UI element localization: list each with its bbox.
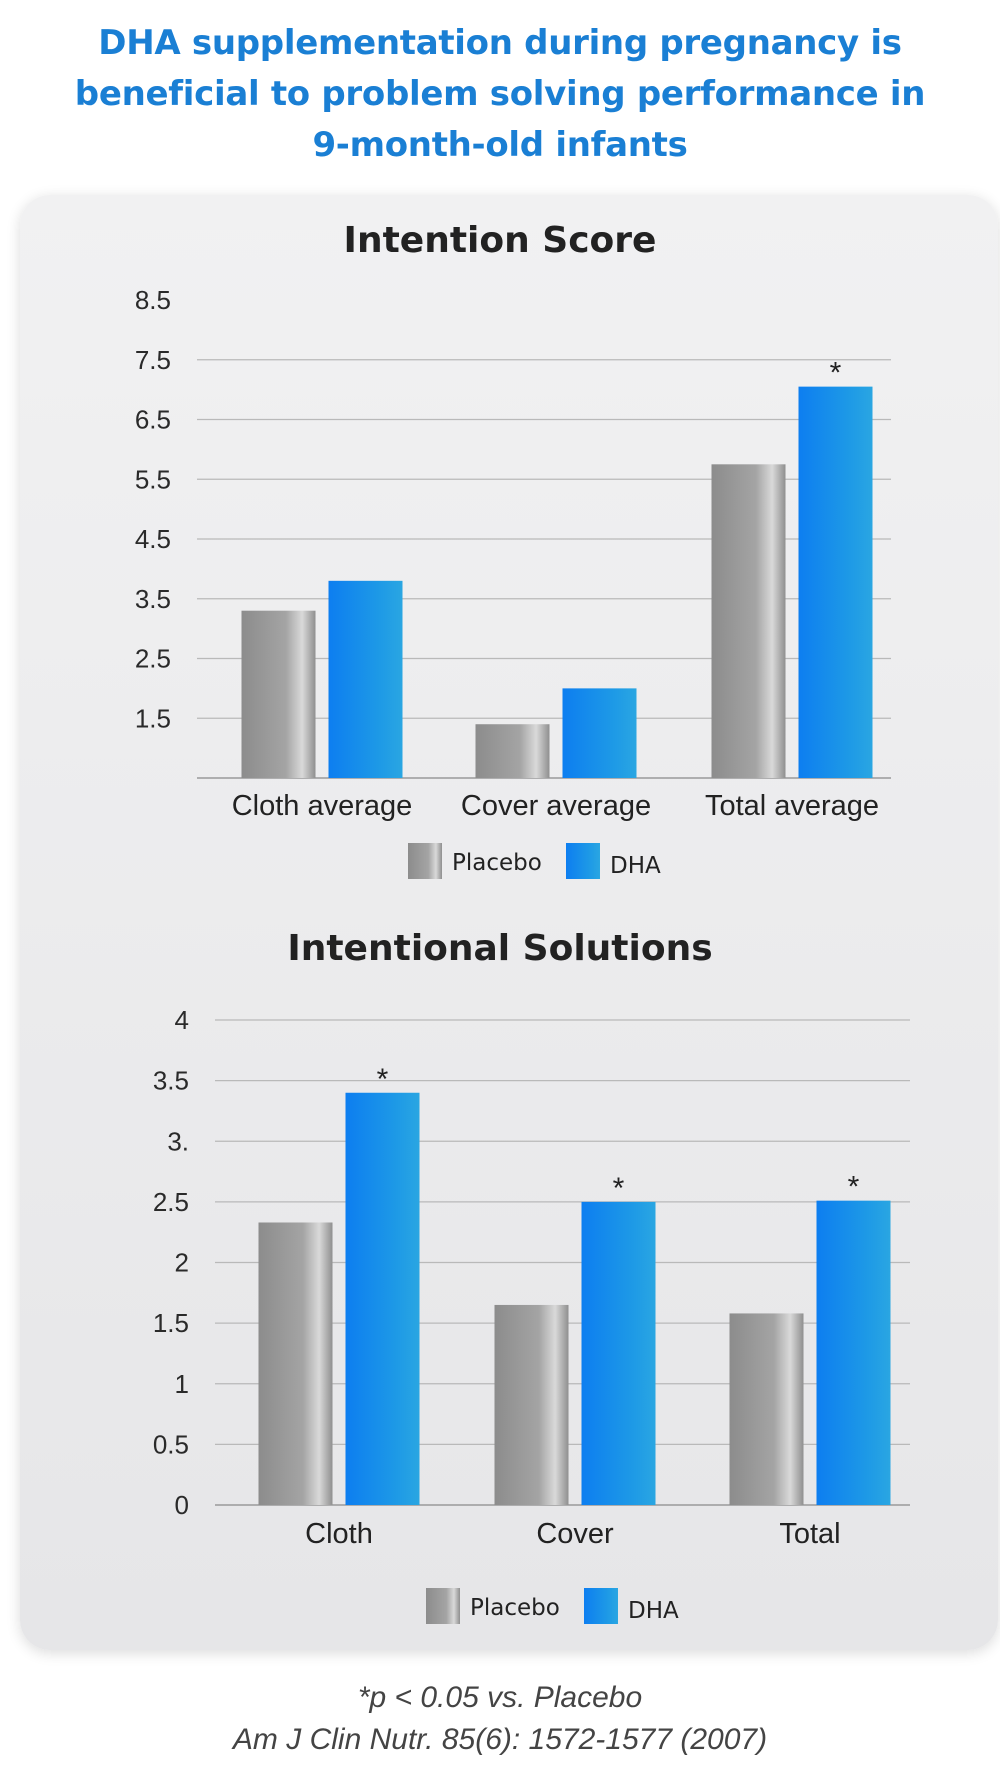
x-category-label: Total average <box>705 790 879 822</box>
y-tick-label: 0.5 <box>153 1429 189 1459</box>
dha-bar <box>816 1200 891 1505</box>
x-category-label: Cloth <box>305 1518 373 1550</box>
placebo-legend-swatch <box>426 1588 460 1624</box>
placebo-legend-label: Placebo <box>452 850 542 876</box>
significance-marker: * <box>613 1172 625 1205</box>
dha-bar <box>328 580 403 778</box>
y-tick-label: 2.5 <box>135 644 171 674</box>
headline-line-3: 9-month-old infants <box>312 125 688 165</box>
dha-bar <box>562 688 637 778</box>
x-category-label: Total <box>779 1518 840 1550</box>
y-tick-label: 3. <box>167 1126 189 1156</box>
chart-title-intentional-solutions: Intentional Solutions <box>287 928 713 969</box>
x-category-label: Cover average <box>461 790 651 822</box>
significance-marker: * <box>848 1171 860 1204</box>
y-tick-label: 5.5 <box>135 464 171 494</box>
placebo-bar <box>475 724 550 778</box>
dha-bar <box>345 1092 420 1505</box>
headline-line-1: DHA supplementation during pregnancy is <box>98 23 902 63</box>
y-tick-label: 3.5 <box>135 584 171 614</box>
y-tick-label: 6.5 <box>135 405 171 435</box>
y-tick-label: 1.5 <box>153 1308 189 1338</box>
placebo-bar <box>711 464 786 778</box>
headline: DHA supplementation during pregnancy is … <box>60 18 940 171</box>
headline-line-2: beneficial to problem solving performanc… <box>74 74 926 114</box>
placebo-legend-swatch <box>408 843 442 879</box>
placebo-legend-label: Placebo <box>470 1595 560 1621</box>
y-tick-label: 2.5 <box>153 1187 189 1217</box>
y-tick-label: 8.5 <box>135 285 171 315</box>
placebo-bar <box>258 1222 333 1505</box>
dha-legend-label: DHA <box>628 1598 679 1624</box>
dha-bar <box>798 386 873 778</box>
y-tick-label: 3.5 <box>153 1066 189 1096</box>
intentional-solutions-chart: 4 3.5 3. 2.5 2 1.5 1 0.5 0 * Cloth * Cover * Total Plac… <box>153 1005 910 1624</box>
x-category-label: Cloth average <box>232 790 413 822</box>
significance-note: *p < 0.05 vs. Placebo <box>357 1681 643 1714</box>
dha-legend-swatch <box>566 843 600 879</box>
intention-score-chart: 8.5 7.5 6.5 5.5 4.5 3.5 2.5 1.5 Cloth average Cov… <box>135 285 891 879</box>
x-category-label: Cover <box>536 1518 614 1550</box>
y-tick-label: 2 <box>175 1248 189 1278</box>
y-tick-label: 4.5 <box>135 524 171 554</box>
y-tick-label: 0 <box>175 1490 189 1520</box>
dha-bar <box>581 1201 656 1505</box>
y-tick-label: 7.5 <box>135 345 171 375</box>
placebo-bar <box>729 1313 804 1505</box>
citation: Am J Clin Nutr. 85(6): 1572-1577 (2007) <box>232 1723 768 1756</box>
y-tick-label: 4 <box>175 1005 189 1035</box>
significance-marker: * <box>830 357 842 390</box>
placebo-bar <box>494 1304 569 1505</box>
placebo-bar <box>241 610 316 778</box>
footnote: *p < 0.05 vs. Placebo Am J Clin Nutr. 85… <box>0 1677 1000 1761</box>
significance-marker: * <box>377 1063 389 1096</box>
dha-legend-label: DHA <box>610 853 661 879</box>
dha-legend-swatch <box>584 1588 618 1624</box>
chart-title-intention-score: Intention Score <box>343 220 657 261</box>
y-tick-label: 1 <box>175 1369 189 1399</box>
y-tick-label: 1.5 <box>135 703 171 733</box>
